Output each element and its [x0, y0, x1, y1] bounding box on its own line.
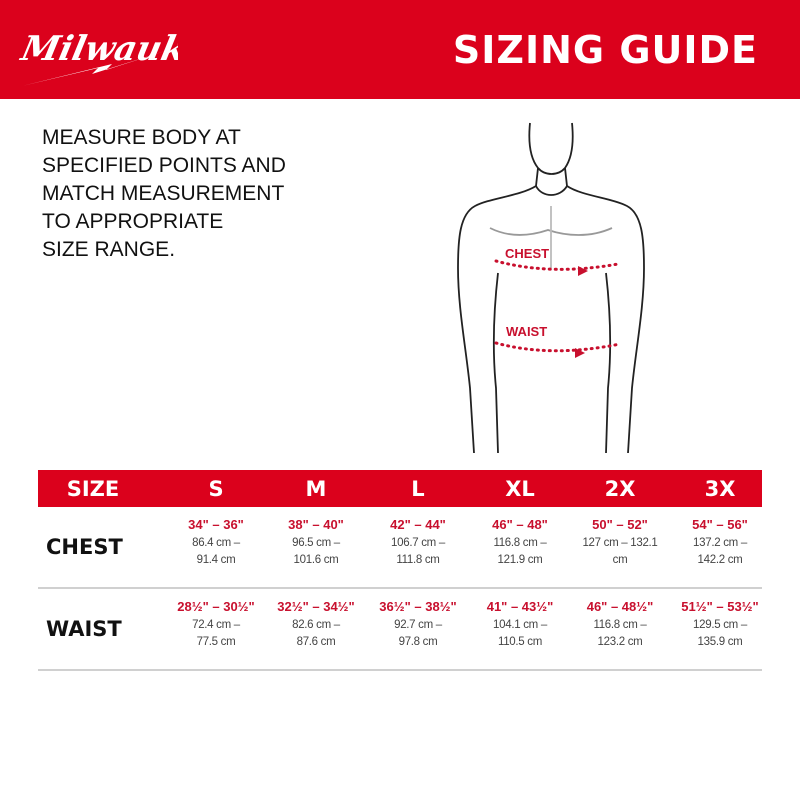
table-cell: 34" – 36" 86.4 cm – 91.4 cm [161, 517, 271, 569]
body-figure: CHEST WAIST [457, 122, 645, 454]
table-cell: 28½" – 30½" 72.4 cm – 77.5 cm [161, 599, 271, 651]
header-banner: Milwaukee SIZING GUIDE [0, 0, 800, 99]
header-2x: 2X [604, 477, 636, 501]
cm-range: 82.6 cm – [292, 619, 340, 631]
instruction-line: SIZE RANGE. [42, 238, 176, 261]
chest-measure-line [494, 259, 620, 276]
cm-range: 91.4 cm [196, 554, 236, 566]
table-cell: 36½" – 38½" 92.7 cm – 97.8 cm [363, 599, 473, 651]
waist-measure-line [494, 341, 622, 358]
cm-range: 137.2 cm – [693, 537, 747, 549]
header-3x: 3X [704, 477, 736, 501]
inch-range: 38" – 40" [288, 517, 344, 532]
table-header: SIZE S M L XL 2X 3X [38, 470, 762, 507]
row-label-waist: WAIST [46, 617, 122, 641]
instruction-line: SPECIFIED POINTS AND [42, 154, 286, 177]
cm-range: 92.7 cm – [394, 619, 442, 631]
table-cell: 46" – 48½" 116.8 cm – 123.2 cm [565, 599, 675, 651]
cm-range: 86.4 cm – [192, 537, 240, 549]
cm-range: 142.2 cm [697, 554, 743, 566]
header-l: L [411, 477, 425, 501]
header-s: S [208, 477, 224, 501]
inch-range: 50" – 52" [592, 517, 648, 532]
instruction-line: MATCH MEASUREMENT [42, 182, 285, 205]
table-bottom-border [38, 669, 762, 671]
table-cell: 54" – 56" 137.2 cm – 142.2 cm [665, 517, 775, 569]
inch-range: 54" – 56" [692, 517, 748, 532]
table-cell: 41" – 43½" 104.1 cm – 110.5 cm [465, 599, 575, 651]
inch-range: 51½" – 53½" [681, 599, 759, 614]
table-cell: 42" – 44" 106.7 cm – 111.8 cm [363, 517, 473, 569]
cm-range: 111.8 cm [396, 554, 440, 566]
table-cell: 38" – 40" 96.5 cm – 101.6 cm [261, 517, 371, 569]
inch-range: 34" – 36" [188, 517, 244, 532]
cm-range: 97.8 cm [398, 636, 438, 648]
svg-text:Milwaukee: Milwaukee [18, 29, 178, 69]
row-divider [38, 587, 762, 589]
inch-range: 36½" – 38½" [379, 599, 457, 614]
cm-range: 87.6 cm [296, 636, 336, 648]
inch-range: 46" – 48½" [586, 599, 654, 614]
cm-range: 121.9 cm [497, 554, 543, 566]
inch-range: 41" – 43½" [486, 599, 554, 614]
header-xl: XL [505, 477, 535, 501]
header-size: SIZE [66, 477, 120, 501]
instruction-line: TO APPROPRIATE [42, 210, 224, 233]
instruction-line: MEASURE BODY AT [42, 126, 241, 149]
cm-range: 116.8 cm – [493, 537, 547, 549]
cm-range: 135.9 cm [697, 636, 743, 648]
body-outline-icon [457, 122, 645, 454]
cm-range: 104.1 cm – [493, 619, 547, 631]
inch-range: 32½" – 34½" [277, 599, 355, 614]
waist-label: WAIST [506, 324, 547, 339]
inch-range: 42" – 44" [390, 517, 446, 532]
inch-range: 46" – 48" [492, 517, 548, 532]
row-label-chest: CHEST [46, 535, 123, 559]
cm-range: 110.5 cm [497, 636, 543, 648]
table-cell: 50" – 52" 127 cm – 132.1 cm [565, 517, 675, 569]
table-cell: 51½" – 53½" 129.5 cm – 135.9 cm [665, 599, 775, 651]
cm-range: cm [612, 554, 628, 566]
header-m: M [305, 477, 327, 501]
cm-range: 101.6 cm [293, 554, 339, 566]
instructions: MEASURE BODY AT SPECIFIED POINTS AND MAT… [42, 124, 342, 264]
cm-range: 127 cm – 132.1 [582, 537, 658, 549]
table-cell: 32½" – 34½" 82.6 cm – 87.6 cm [261, 599, 371, 651]
cm-range: 116.8 cm – [593, 619, 647, 631]
page-title: SIZING GUIDE [452, 28, 758, 72]
cm-range: 77.5 cm [196, 636, 236, 648]
inch-range: 28½" – 30½" [177, 599, 255, 614]
cm-range: 72.4 cm – [192, 619, 240, 631]
milwaukee-logo: Milwaukee [18, 29, 178, 86]
table-cell: 46" – 48" 116.8 cm – 121.9 cm [465, 517, 575, 569]
cm-range: 106.7 cm – [391, 537, 445, 549]
cm-range: 96.5 cm – [292, 537, 340, 549]
cm-range: 123.2 cm [597, 636, 643, 648]
cm-range: 129.5 cm – [693, 619, 747, 631]
chest-label: CHEST [505, 246, 549, 261]
